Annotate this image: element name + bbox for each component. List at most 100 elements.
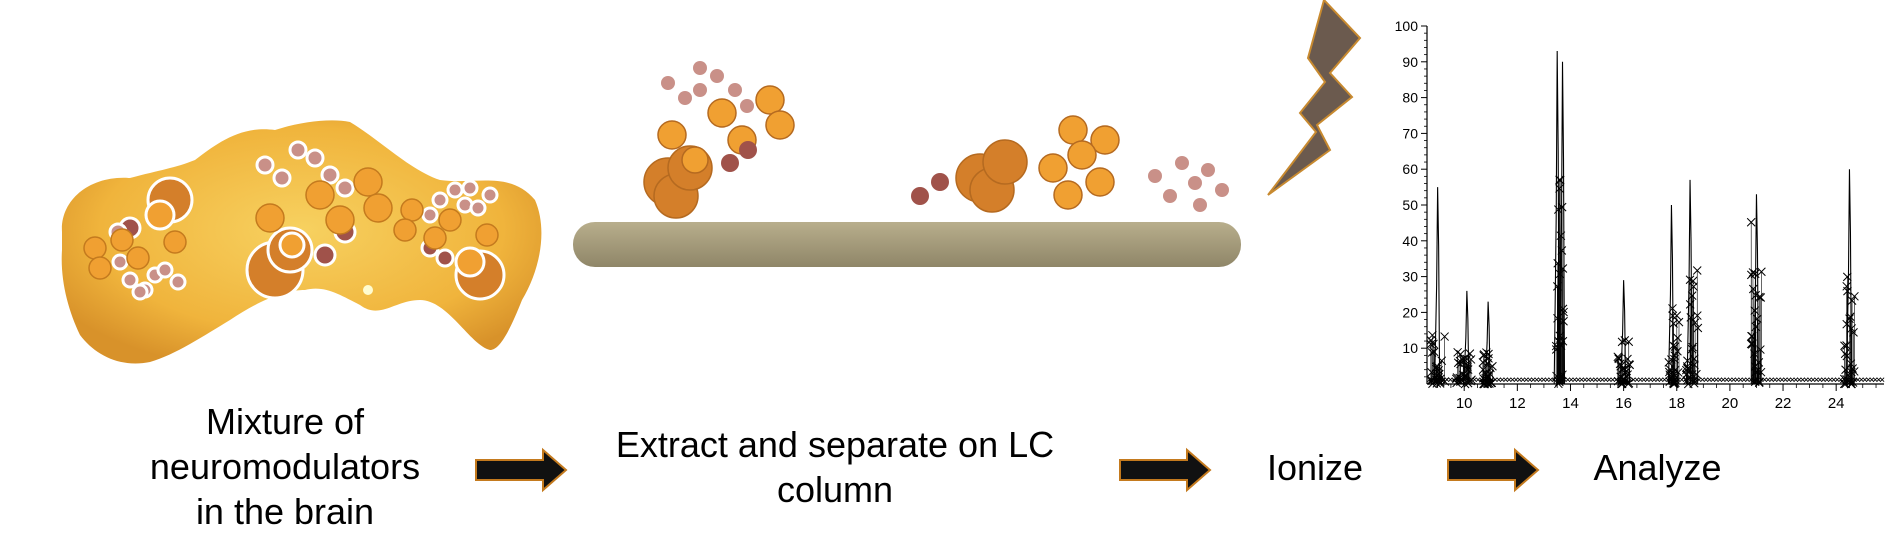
- x-tick-label: 16: [1615, 395, 1632, 412]
- step-analyze-label: Analyze: [1593, 447, 1722, 488]
- baseline-marker: [1503, 377, 1508, 382]
- baseline-marker: [1651, 377, 1657, 382]
- baseline-marker: [1582, 377, 1588, 382]
- step-mixture-label: Mixture of neuromodulators in the brain: [149, 401, 421, 532]
- data-marker: [1462, 354, 1472, 364]
- y-tick-label: 80: [1402, 90, 1418, 106]
- baseline-marker: [1765, 377, 1771, 382]
- data-marker: [1623, 354, 1632, 364]
- baseline-marker: [1727, 377, 1733, 382]
- data-marker: [1440, 377, 1450, 386]
- baseline-marker: [1786, 377, 1792, 382]
- baseline-marker: [1859, 377, 1864, 382]
- data-marker: [1557, 246, 1567, 255]
- baseline-marker: [1772, 377, 1778, 382]
- data-marker: [1664, 367, 1674, 377]
- data-marker: [1840, 341, 1849, 351]
- arrow-2: [1119, 447, 1212, 493]
- baseline-marker: [1700, 377, 1705, 382]
- baseline-marker: [1593, 377, 1598, 382]
- baseline-marker: [1707, 377, 1712, 382]
- y-tick-label: 50: [1402, 197, 1418, 213]
- baseline-marker: [1548, 377, 1553, 382]
- baseline-marker: [1800, 377, 1805, 382]
- arrow-1: [475, 447, 568, 493]
- baseline-marker: [1879, 377, 1885, 382]
- baseline-marker: [1824, 377, 1830, 382]
- x-tick-label: 18: [1668, 395, 1685, 412]
- baseline-marker: [1638, 377, 1643, 382]
- baseline-marker: [1506, 377, 1512, 382]
- data-marker: [1665, 370, 1675, 380]
- data-marker: [1843, 286, 1852, 296]
- baseline-marker: [1586, 377, 1591, 382]
- baseline-marker: [1817, 377, 1823, 382]
- data-marker: [1673, 333, 1682, 343]
- x-tick-label: 14: [1562, 395, 1579, 412]
- peak-line: [1845, 169, 1853, 385]
- baseline-marker: [1734, 377, 1740, 382]
- baseline-marker: [1724, 377, 1729, 382]
- baseline-marker: [1803, 377, 1809, 382]
- data-marker: [1671, 378, 1680, 388]
- data-marker: [1849, 328, 1858, 337]
- baseline-marker: [1520, 377, 1526, 382]
- data-marker: [1673, 368, 1683, 377]
- data-marker: [1463, 362, 1472, 372]
- baseline-marker: [1634, 377, 1640, 382]
- baseline-marker: [1793, 377, 1799, 382]
- baseline-marker: [1821, 377, 1826, 382]
- y-tick-label: 10: [1402, 340, 1418, 356]
- baseline-marker: [1568, 377, 1574, 382]
- peak-line: [1434, 187, 1441, 385]
- step-extract-label: Extract and separate on LC column: [615, 424, 1055, 510]
- data-marker: [1685, 275, 1695, 285]
- data-marker: [1427, 376, 1437, 385]
- data-marker: [1437, 356, 1447, 366]
- baseline-marker: [1731, 377, 1736, 382]
- data-marker: [1847, 296, 1857, 305]
- baseline-marker: [1527, 377, 1533, 382]
- baseline-marker: [1703, 377, 1709, 382]
- data-marker: [1617, 373, 1626, 382]
- step-ionize-label: Ionize: [1266, 447, 1364, 488]
- baseline-marker: [1779, 377, 1785, 382]
- baseline-marker: [1530, 377, 1536, 382]
- data-marker: [1674, 317, 1684, 327]
- data-marker: [1429, 339, 1438, 349]
- baseline-marker: [1496, 377, 1502, 382]
- baseline-marker: [1575, 377, 1581, 382]
- data-marker: [1842, 272, 1852, 282]
- y-tick-label: 40: [1402, 233, 1418, 249]
- data-marker: [1484, 372, 1493, 381]
- data-marker: [1750, 269, 1760, 279]
- x-tick-label: 10: [1456, 395, 1473, 412]
- baseline-marker: [1448, 377, 1453, 382]
- data-marker: [1664, 358, 1674, 367]
- baseline-marker: [1783, 377, 1788, 382]
- data-marker: [1455, 356, 1465, 366]
- peak-line: [1667, 204, 1674, 385]
- baseline-marker: [1769, 377, 1774, 382]
- baseline-marker: [1790, 377, 1795, 382]
- data-marker: [1488, 361, 1497, 371]
- y-tick-label: 30: [1402, 269, 1418, 285]
- y-tick-label: 20: [1402, 304, 1418, 320]
- baseline-marker: [1513, 377, 1519, 382]
- baseline-marker: [1720, 377, 1726, 382]
- data-marker: [1625, 360, 1635, 370]
- baseline-marker: [1710, 377, 1716, 382]
- baseline-marker: [1600, 377, 1605, 382]
- x-tick-label: 24: [1828, 395, 1845, 412]
- data-marker: [1756, 293, 1766, 302]
- brain-molecules: [108, 140, 506, 301]
- baseline-marker: [1796, 377, 1802, 382]
- baseline-marker: [1648, 377, 1654, 382]
- baseline-marker: [1869, 377, 1875, 382]
- baseline-marker: [1579, 377, 1584, 382]
- baseline-marker: [1876, 377, 1881, 382]
- baseline-marker: [1537, 377, 1543, 382]
